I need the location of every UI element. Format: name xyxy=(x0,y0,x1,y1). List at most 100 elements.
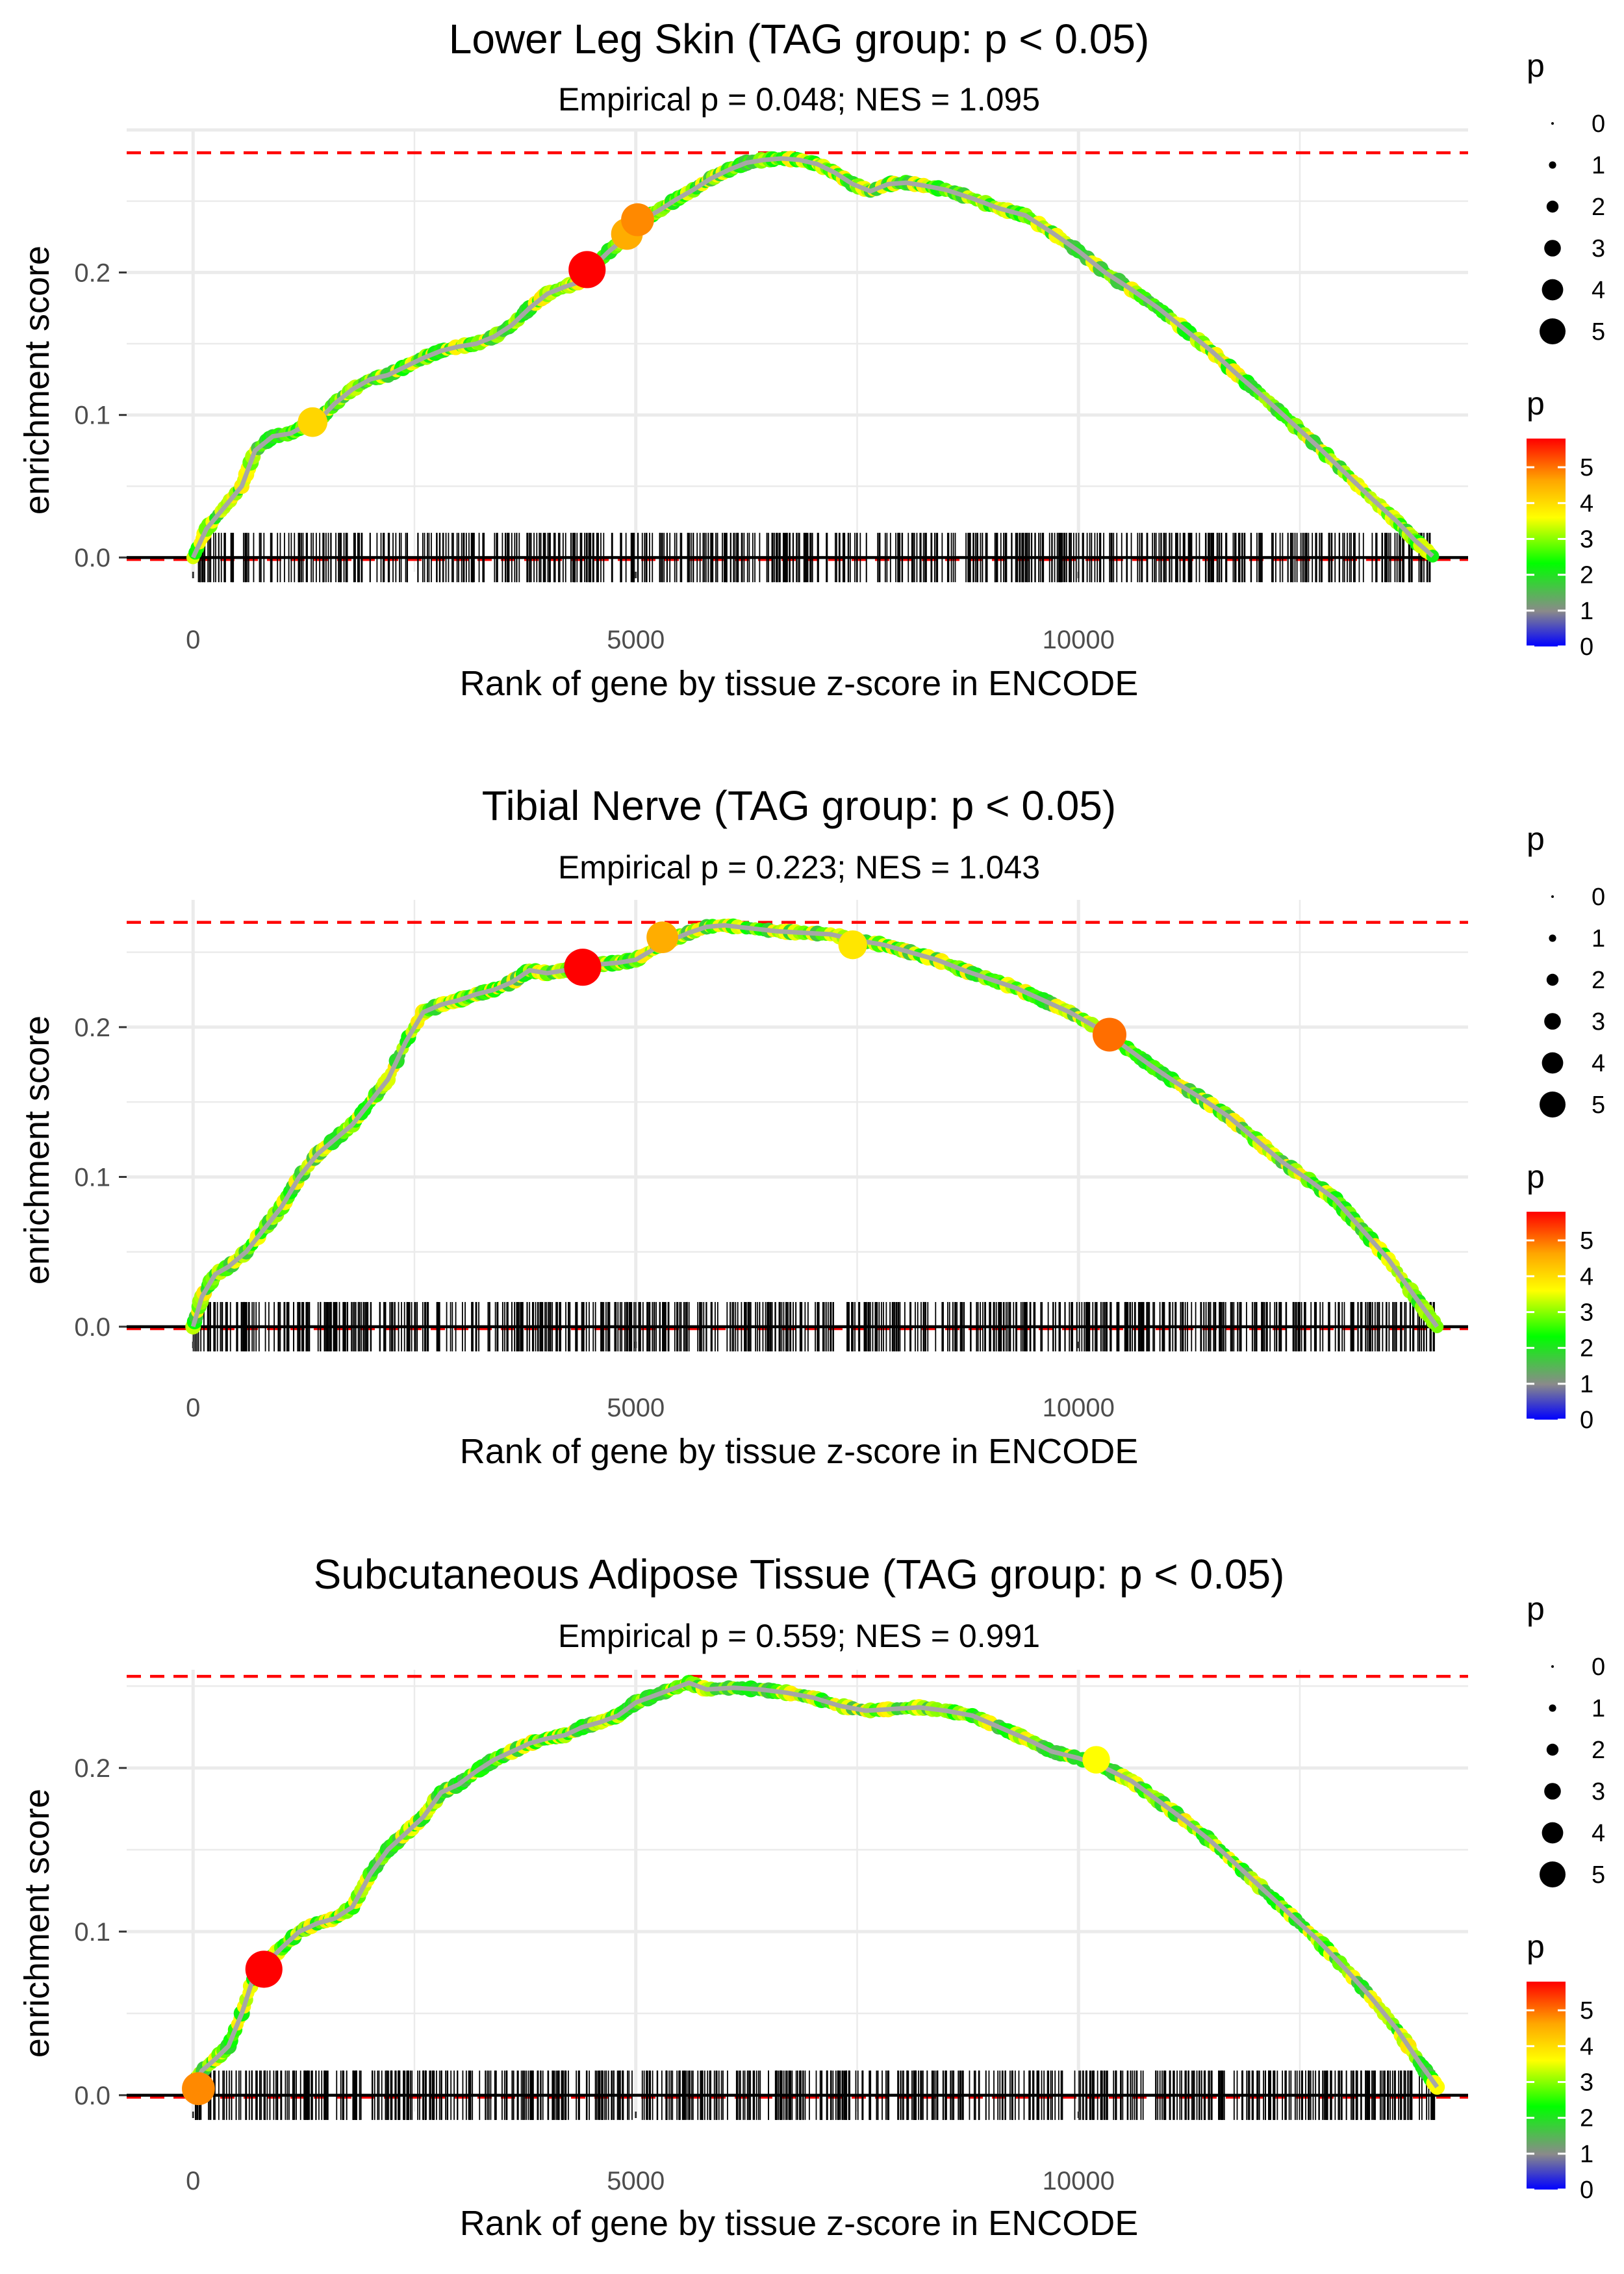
panel-1: Lower Leg Skin (TAG group: p < 0.05) Emp… xyxy=(18,16,1605,703)
x-tick-label: 5000 xyxy=(607,1394,665,1422)
size-legend-key xyxy=(1549,161,1556,169)
panel-2-curve-points xyxy=(185,918,1444,1335)
x-tick-label: 0 xyxy=(186,626,200,654)
color-legend-label: 0 xyxy=(1580,633,1593,661)
y-tick-label: 0.1 xyxy=(74,402,110,430)
highlight-point xyxy=(1082,1746,1110,1774)
color-legend-label: 4 xyxy=(1580,2033,1593,2060)
size-legend-label: 3 xyxy=(1592,235,1605,262)
color-legend-title: p xyxy=(1527,1158,1545,1195)
size-legend-key xyxy=(1544,1013,1561,1030)
size-legend-label: 1 xyxy=(1592,925,1605,952)
size-legend-label: 3 xyxy=(1592,1778,1605,1806)
enrichment-curve xyxy=(190,923,1440,1328)
color-legend-label: 0 xyxy=(1580,2177,1593,2204)
color-legend-title: p xyxy=(1527,1928,1545,1965)
highlight-point xyxy=(646,921,679,954)
panel-2-subtitle: Empirical p = 0.223; NES = 1.043 xyxy=(558,849,1040,886)
size-legend-key xyxy=(1549,934,1556,942)
color-legend-label: 3 xyxy=(1580,2069,1593,2096)
x-tick-label: 5000 xyxy=(607,626,665,654)
color-legend-label: 2 xyxy=(1580,562,1593,589)
x-tick-label: 5000 xyxy=(607,2167,665,2195)
enrichment-curve xyxy=(191,1680,1440,2089)
size-legend-key xyxy=(1551,1665,1554,1668)
panel-3-subtitle: Empirical p = 0.559; NES = 0.991 xyxy=(558,1618,1040,1654)
size-legend-label: 5 xyxy=(1592,1092,1605,1119)
color-legend-bar xyxy=(1527,1982,1566,2190)
panel-2: Tibial Nerve (TAG group: p < 0.05) Empir… xyxy=(18,782,1605,1471)
panel-2-x-axis-label: Rank of gene by tissue z-score in ENCODE xyxy=(460,1432,1138,1471)
size-legend-key xyxy=(1544,240,1561,257)
color-legend-label: 4 xyxy=(1580,1263,1593,1290)
color-legend-label: 1 xyxy=(1580,598,1593,625)
size-legend-key xyxy=(1551,122,1554,125)
panel-2-y-axis-label: enrichment score xyxy=(18,1016,57,1284)
size-legend-label: 2 xyxy=(1592,967,1605,994)
size-legend-label: 5 xyxy=(1592,318,1605,346)
color-legend-label: 5 xyxy=(1580,1227,1593,1255)
size-legend-key xyxy=(1544,1783,1561,1800)
y-tick-label: 0.0 xyxy=(74,544,110,572)
panel-1-plot-area: 0 5000 10000 0.0 0.1 0.2 xyxy=(74,128,1468,654)
panel-3-y-axis-label: enrichment score xyxy=(18,1789,57,2058)
panel-2-title: Tibial Nerve (TAG group: p < 0.05) xyxy=(482,782,1116,829)
y-tick-label: 0.2 xyxy=(74,1754,110,1783)
y-tick-label: 0.0 xyxy=(74,1313,110,1342)
panel-2-legend: p 0 1 2 3 4 5 p 5 4 3 2 1 0 xyxy=(1527,821,1605,1434)
panel-3-x-axis-label: Rank of gene by tissue z-score in ENCODE xyxy=(460,2204,1138,2243)
color-legend-label: 3 xyxy=(1580,526,1593,553)
size-legend-label: 4 xyxy=(1592,1050,1605,1077)
color-legend-bar xyxy=(1527,1212,1566,1420)
size-legend-key xyxy=(1546,200,1559,213)
color-legend-title: p xyxy=(1527,385,1545,422)
size-legend-label: 1 xyxy=(1592,1695,1605,1722)
size-legend-key xyxy=(1540,1861,1566,1887)
size-legend-label: 4 xyxy=(1592,1820,1605,1847)
panel-2-grid xyxy=(127,900,1468,1342)
highlight-point xyxy=(564,949,602,986)
size-legend-key xyxy=(1542,1052,1564,1074)
y-tick-label: 0.1 xyxy=(74,1918,110,1947)
panel-3: Subcutaneous Adipose Tissue (TAG group: … xyxy=(18,1551,1605,2243)
highlight-point xyxy=(621,203,654,236)
size-legend-key xyxy=(1546,1743,1559,1756)
y-tick-label: 0.2 xyxy=(74,1014,110,1042)
size-legend-label: 2 xyxy=(1592,194,1605,221)
color-legend-label: 1 xyxy=(1580,2141,1593,2168)
size-legend-key xyxy=(1549,1704,1556,1712)
color-legend-label: 2 xyxy=(1580,2105,1593,2132)
color-legend-label: 4 xyxy=(1580,490,1593,517)
size-legend-label: 0 xyxy=(1592,110,1605,138)
y-tick-label: 0.2 xyxy=(74,259,110,287)
panel-1-curve-points xyxy=(186,151,1440,565)
panel-3-title: Subcutaneous Adipose Tissue (TAG group: … xyxy=(314,1551,1285,1598)
color-legend-label: 5 xyxy=(1580,454,1593,481)
size-legend-label: 3 xyxy=(1592,1008,1605,1036)
size-legend-key xyxy=(1542,1822,1564,1844)
highlight-point xyxy=(182,2072,215,2106)
x-tick-label: 10000 xyxy=(1043,626,1115,654)
panel-1-title: Lower Leg Skin (TAG group: p < 0.05) xyxy=(449,16,1150,62)
color-legend-label: 2 xyxy=(1580,1335,1593,1362)
color-legend-label: 1 xyxy=(1580,1371,1593,1398)
size-legend-key xyxy=(1542,279,1564,301)
panel-1-subtitle: Empirical p = 0.048; NES = 1.095 xyxy=(558,81,1040,118)
size-legend-key xyxy=(1540,1092,1566,1118)
x-tick-label: 0 xyxy=(186,2167,200,2195)
size-legend-label: 2 xyxy=(1592,1737,1605,1764)
panel-3-plot-area: 0 5000 10000 0.0 0.1 0.2 xyxy=(74,1670,1468,2195)
size-legend-title: p xyxy=(1527,47,1545,84)
panel-2-plot-area: 0 5000 10000 0.0 0.1 0.2 xyxy=(74,900,1468,1422)
highlight-point xyxy=(1092,1017,1126,1052)
size-legend-key xyxy=(1551,895,1554,898)
enrichment-curve xyxy=(191,156,1434,559)
highlight-point xyxy=(838,930,867,960)
color-legend-label: 0 xyxy=(1580,1407,1593,1434)
x-tick-label: 10000 xyxy=(1043,2167,1115,2195)
highlight-point xyxy=(245,1950,283,1988)
highlight-point xyxy=(298,407,328,437)
panel-1-y-axis-label: enrichment score xyxy=(18,246,57,515)
size-legend-label: 0 xyxy=(1592,884,1605,911)
